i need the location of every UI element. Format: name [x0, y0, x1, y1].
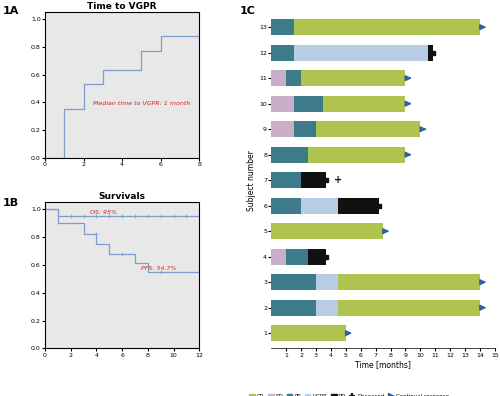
Bar — [301, 70, 406, 86]
Bar — [308, 147, 406, 163]
Bar — [271, 274, 316, 290]
Bar — [294, 45, 428, 61]
Bar — [271, 172, 301, 188]
X-axis label: Time [months]: Time [months] — [355, 360, 411, 369]
Bar — [271, 300, 316, 316]
Bar — [286, 249, 308, 265]
Text: Median time to VGPR: 1 month: Median time to VGPR: 1 month — [93, 101, 190, 106]
Bar — [271, 198, 301, 213]
Bar — [294, 96, 324, 112]
Bar — [294, 19, 480, 35]
Bar — [271, 45, 293, 61]
Title: Time to VGPR: Time to VGPR — [88, 2, 157, 11]
Bar — [316, 274, 338, 290]
Text: 1A: 1A — [2, 6, 19, 16]
Title: Survivals: Survivals — [98, 192, 146, 201]
Bar — [271, 325, 346, 341]
Bar — [271, 147, 308, 163]
Bar — [271, 96, 293, 112]
Bar — [271, 249, 286, 265]
Text: PFS: 54.7%: PFS: 54.7% — [142, 267, 177, 271]
Text: 1B: 1B — [2, 198, 18, 208]
Bar — [271, 121, 293, 137]
Bar — [338, 300, 480, 316]
Bar — [271, 70, 286, 86]
Bar — [308, 249, 326, 265]
Text: +: + — [334, 175, 342, 185]
Bar — [286, 70, 301, 86]
Bar — [316, 300, 338, 316]
Text: 1C: 1C — [240, 6, 256, 16]
Bar — [301, 198, 339, 213]
Bar — [294, 121, 316, 137]
Bar — [301, 172, 326, 188]
Legend: CR, SD, PR, VGPR, PD, Deceased, Continual response: CR, SD, PR, VGPR, PD, Deceased, Continua… — [247, 392, 451, 396]
Bar — [338, 198, 378, 213]
Y-axis label: Subject number: Subject number — [248, 150, 256, 211]
Text: OS: 95%: OS: 95% — [90, 210, 117, 215]
Bar — [324, 96, 406, 112]
Bar — [316, 121, 420, 137]
Bar — [428, 45, 433, 61]
Bar — [271, 223, 383, 239]
Bar — [338, 274, 480, 290]
Bar — [271, 19, 293, 35]
